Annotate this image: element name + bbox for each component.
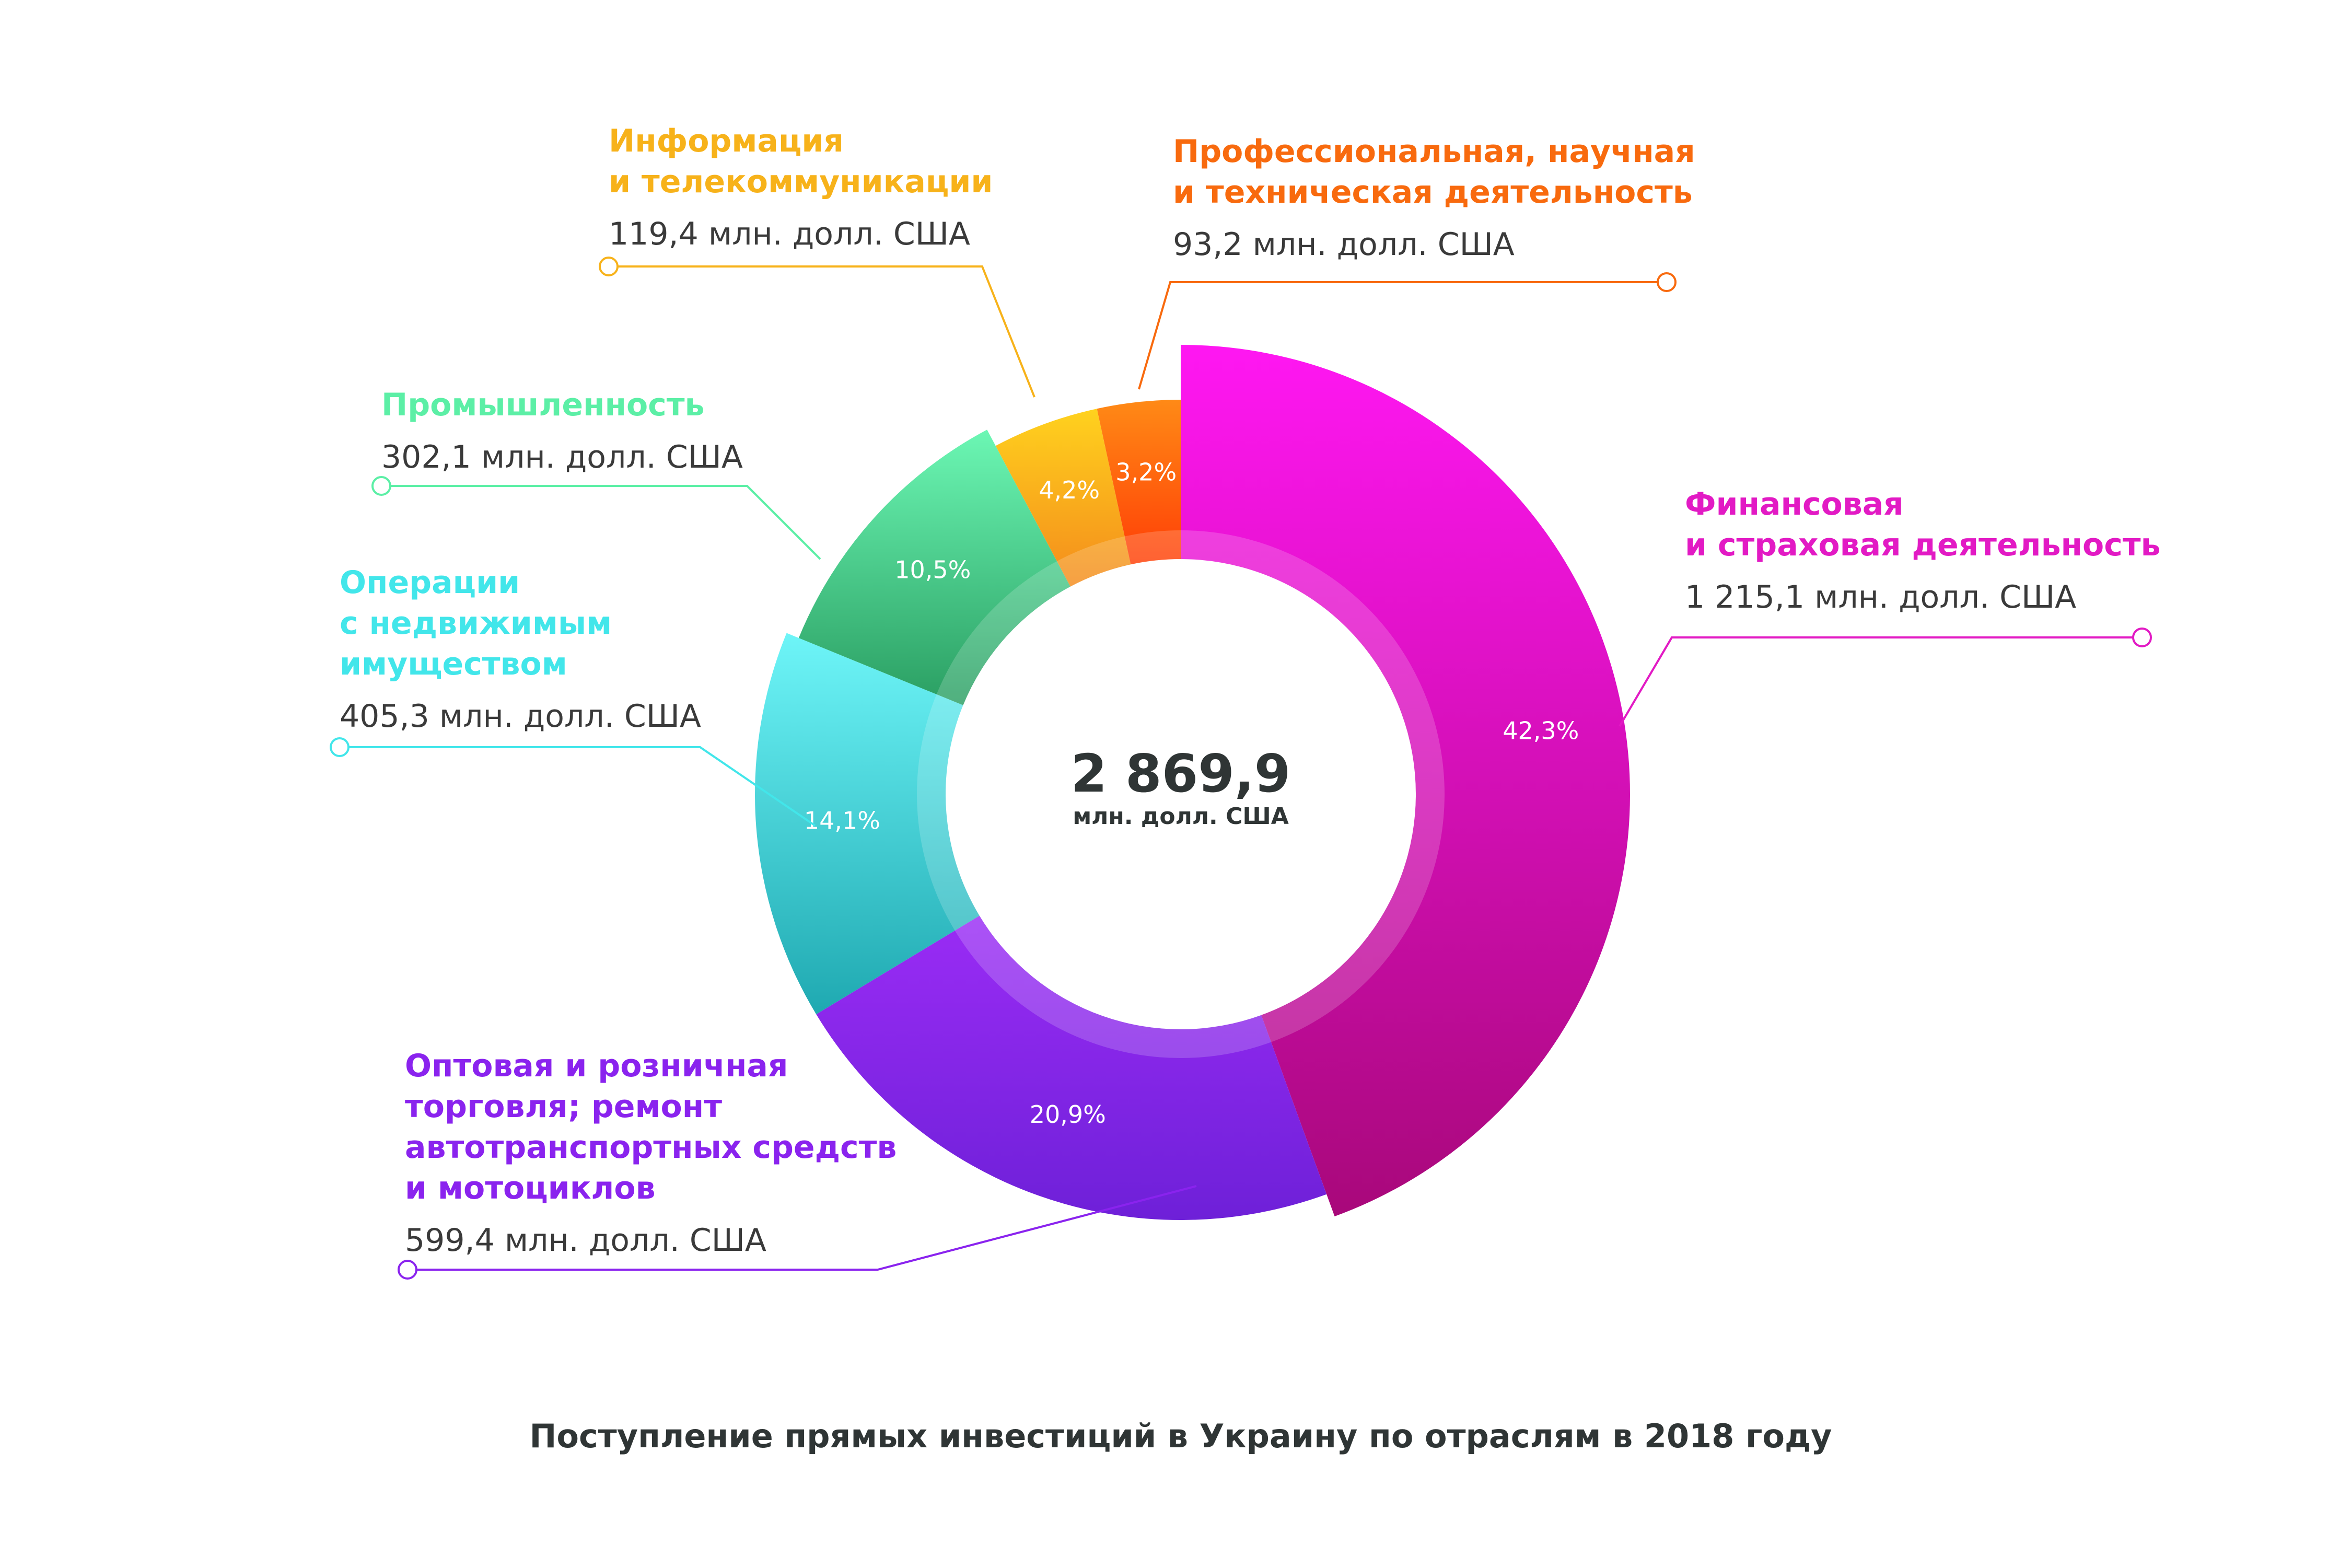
slice-5-value-label: 119,4 млн. долл. США (609, 216, 970, 252)
slice-5-name-line-2: и телекоммуникации (609, 164, 993, 200)
slice-5-percent-label: 4,2% (1039, 476, 1100, 504)
chart-center-total: 2 869,9 (1071, 743, 1291, 804)
donut-slices: 42,3% 20,9% 14,1% 10,5% 4,2% 3,2% (755, 345, 1630, 1220)
slice-1-inner-band (1181, 530, 1445, 1042)
slice-3-percent-label: 14,1% (804, 806, 880, 834)
slice-6-name-line-1: Профессиональная, научная (1173, 133, 1695, 170)
slice-6-leader-line (1138, 281, 1667, 390)
slice-3-name-line-3: имуществом (340, 646, 567, 682)
slice-3-wedge (755, 633, 980, 1015)
slice-1-name-line-2: и страховая деятельность (1685, 527, 2161, 563)
slice-3-name-line-2: с недвижимым (340, 605, 612, 642)
slice-3-leader-line (340, 746, 816, 827)
slice-6-leader-dot (1657, 272, 1677, 292)
slice-5-leader-dot (599, 257, 619, 276)
chart-title: Поступление прямых инвестиций в Украину … (530, 1417, 1832, 1455)
slice-5-name-line-1: Информация (609, 123, 844, 159)
chart-center-unit: млн. долл. США (1073, 803, 1289, 830)
slice-3-leader-dot (330, 737, 350, 757)
slice-1-leader-line (1619, 636, 2142, 727)
slice-4-percent-label: 10,5% (894, 556, 971, 584)
slice-5-inner-band (1057, 536, 1131, 587)
slice-4-value-label: 302,1 млн. долл. США (381, 439, 743, 475)
slice-6-wedge (1097, 400, 1181, 565)
slice-1-leader-dot (2132, 628, 2152, 647)
slice-6-inner-band (1124, 530, 1181, 565)
slice-2-name-line-4: и мотоциклов (405, 1170, 656, 1206)
slice-2-percent-label: 20,9% (1030, 1100, 1106, 1129)
slice-2-inner-band (955, 915, 1271, 1058)
slice-1-value-label: 1 215,1 млн. долл. США (1685, 579, 2076, 615)
slice-6-percent-label: 3,2% (1115, 458, 1177, 486)
slice-2-name-line-3: автотранспортных средств (405, 1129, 897, 1166)
callout-leaders (330, 257, 2152, 1280)
slice-2-name-line-2: торговля; ремонт (405, 1088, 722, 1125)
slice-6-name-line-2: и техническая деятельность (1173, 174, 1693, 211)
callout-labels: Финансовая и страховая деятельность 1 215,… (340, 123, 2161, 1259)
slice-4-inner-band (936, 561, 1070, 705)
slice-4-leader-line (381, 485, 821, 560)
slice-3-name-line-1: Операции (340, 564, 520, 601)
slice-2-wedge (816, 915, 1327, 1220)
slice-6-value-label: 93,2 млн. долл. США (1173, 226, 1515, 263)
slice-4-leader-dot (371, 476, 391, 496)
slice-1-wedge (1181, 345, 1630, 1216)
slice-2-leader-line (408, 1185, 1197, 1271)
slice-4-wedge (798, 429, 1070, 705)
slice-3-value-label: 405,3 млн. долл. США (340, 698, 701, 735)
slice-5-wedge (995, 409, 1131, 587)
slice-2-leader-dot (398, 1260, 417, 1280)
slice-1-percent-label: 42,3% (1503, 716, 1579, 745)
slice-5-leader-line (609, 265, 1035, 398)
slice-2-value-label: 599,4 млн. долл. США (405, 1222, 766, 1259)
slice-2-name-line-1: Оптовая и розничная (405, 1048, 788, 1084)
slice-1-name-line-1: Финансовая (1685, 486, 1904, 522)
slice-3-inner-band (917, 694, 980, 931)
slice-4-name-line-1: Промышленность (381, 387, 704, 423)
